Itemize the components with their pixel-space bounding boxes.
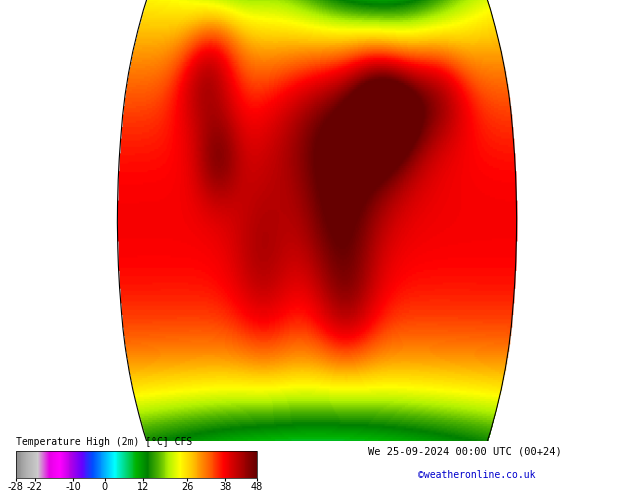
Text: ©weatheronline.co.uk: ©weatheronline.co.uk (418, 470, 536, 480)
Text: We 25-09-2024 00:00 UTC (00+24): We 25-09-2024 00:00 UTC (00+24) (368, 447, 562, 457)
Text: Temperature High (2m) [°C] CFS: Temperature High (2m) [°C] CFS (16, 437, 192, 447)
